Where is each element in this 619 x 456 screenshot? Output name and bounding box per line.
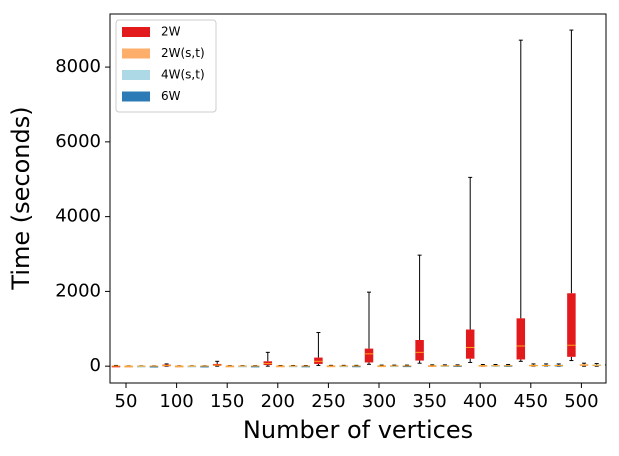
y-tick-label: 8000	[55, 56, 101, 77]
box	[364, 348, 374, 363]
box	[124, 366, 133, 368]
legend-swatch	[122, 27, 150, 37]
box	[225, 365, 235, 368]
box	[175, 365, 184, 368]
box	[288, 365, 298, 368]
box	[339, 365, 348, 368]
y-tick-label: 6000	[55, 131, 101, 152]
box	[301, 365, 310, 368]
box	[149, 366, 159, 368]
axes-frame	[109, 13, 607, 384]
x-tick-label: 50	[115, 391, 138, 412]
legend-swatch	[122, 70, 150, 80]
legend-swatch	[122, 48, 150, 59]
box	[276, 365, 285, 368]
box	[567, 293, 576, 357]
x-tick-label: 100	[159, 391, 193, 412]
box	[187, 365, 197, 368]
box	[250, 365, 260, 368]
y-tick-label: 2000	[55, 280, 101, 301]
x-tick-label: 200	[261, 391, 295, 412]
y-axis-label: Time (seconds)	[7, 106, 35, 290]
box	[111, 365, 121, 368]
box	[314, 357, 323, 364]
box	[200, 365, 209, 368]
legend-label: 4W(s,t)	[161, 68, 205, 82]
box	[238, 365, 247, 368]
y-tick-label: 0	[90, 355, 101, 376]
x-tick-label: 300	[362, 391, 396, 412]
x-tick-label: 450	[514, 391, 548, 412]
x-tick-label: 150	[210, 391, 244, 412]
box	[415, 340, 424, 361]
x-tick-label: 250	[311, 391, 345, 412]
x-axis-label: Number of vertices	[243, 416, 473, 444]
box	[137, 366, 146, 368]
box	[326, 365, 336, 368]
x-tick-label: 400	[463, 391, 497, 412]
x-tick-label: 350	[412, 391, 446, 412]
box	[352, 365, 361, 368]
x-tick-label: 500	[564, 391, 598, 412]
legend-label: 2W(s,t)	[161, 46, 205, 60]
box	[516, 318, 526, 360]
legend-label: 6W	[161, 89, 181, 103]
box	[465, 329, 475, 359]
legend-swatch	[122, 91, 150, 102]
legend-frame	[115, 19, 217, 113]
plot-area	[111, 29, 606, 368]
y-tick-label: 4000	[55, 206, 101, 227]
legend-label: 2W	[161, 25, 181, 39]
